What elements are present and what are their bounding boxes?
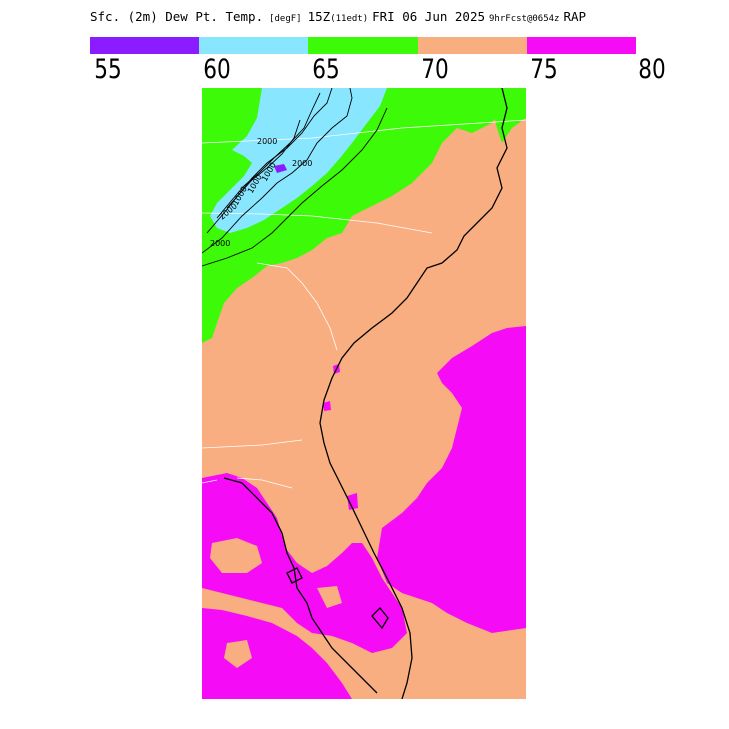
contour-label: 2000 bbox=[257, 137, 277, 146]
color-legend-bar bbox=[90, 37, 637, 54]
dewpoint-region-60-65 bbox=[210, 88, 387, 233]
map-title: Sfc. (2m) Dew Pt. Temp. [degF] 15Z (11ed… bbox=[90, 9, 586, 27]
height-contours bbox=[202, 88, 388, 267]
dewpoint-region-75-80-east bbox=[377, 326, 526, 633]
legend-label-55: 55 bbox=[94, 54, 122, 85]
legend-label-65: 65 bbox=[312, 54, 340, 85]
coastline bbox=[223, 88, 508, 699]
title-date: FRI 06 Jun 2025 bbox=[372, 9, 486, 24]
dewpoint-pocket-70-75-a bbox=[210, 538, 262, 573]
legend-swatch-75-80 bbox=[526, 37, 637, 54]
legend-swatch-60-65 bbox=[199, 37, 309, 54]
title-model: RAP bbox=[563, 9, 587, 24]
legend-label-80: 80 bbox=[638, 54, 666, 85]
legend-swatch-65-70 bbox=[308, 37, 418, 54]
dewpoint-pocket-70-75-b bbox=[224, 640, 252, 668]
title-valid-time: 15Z bbox=[307, 9, 331, 24]
contour-label: 2000 bbox=[292, 159, 312, 168]
dewpoint-pocket-70-75-c bbox=[317, 586, 342, 608]
legend-label-70: 70 bbox=[421, 54, 449, 85]
title-field: Sfc. (2m) Dew Pt. Temp. bbox=[90, 9, 264, 24]
legend-label-60: 60 bbox=[203, 54, 231, 85]
dewpoint-region-65-70-ne bbox=[487, 88, 526, 143]
dewpoint-region-75-80-southwest bbox=[202, 473, 407, 653]
dewpoint-spot-75-80-b bbox=[323, 401, 331, 411]
legend-swatch-55-60 bbox=[90, 37, 200, 54]
dewpoint-region-75-80-south bbox=[202, 608, 352, 699]
contour-label: 2000 bbox=[210, 239, 230, 248]
legend-label-75: 75 bbox=[530, 54, 558, 85]
title-units: [degF] bbox=[269, 14, 302, 24]
state-boundaries bbox=[202, 119, 526, 489]
dewpoint-region-55-60 bbox=[274, 164, 287, 173]
dewpoint-spot-75-80-c bbox=[347, 493, 358, 510]
dew-point-map: 2000 2000 2000 2000 1000 1000 1000 bbox=[202, 88, 526, 699]
title-local-time: (11edt) bbox=[330, 14, 369, 24]
legend-swatch-70-75 bbox=[417, 37, 527, 54]
title-forecast-info: 9hrFcst@0654z bbox=[489, 14, 560, 24]
